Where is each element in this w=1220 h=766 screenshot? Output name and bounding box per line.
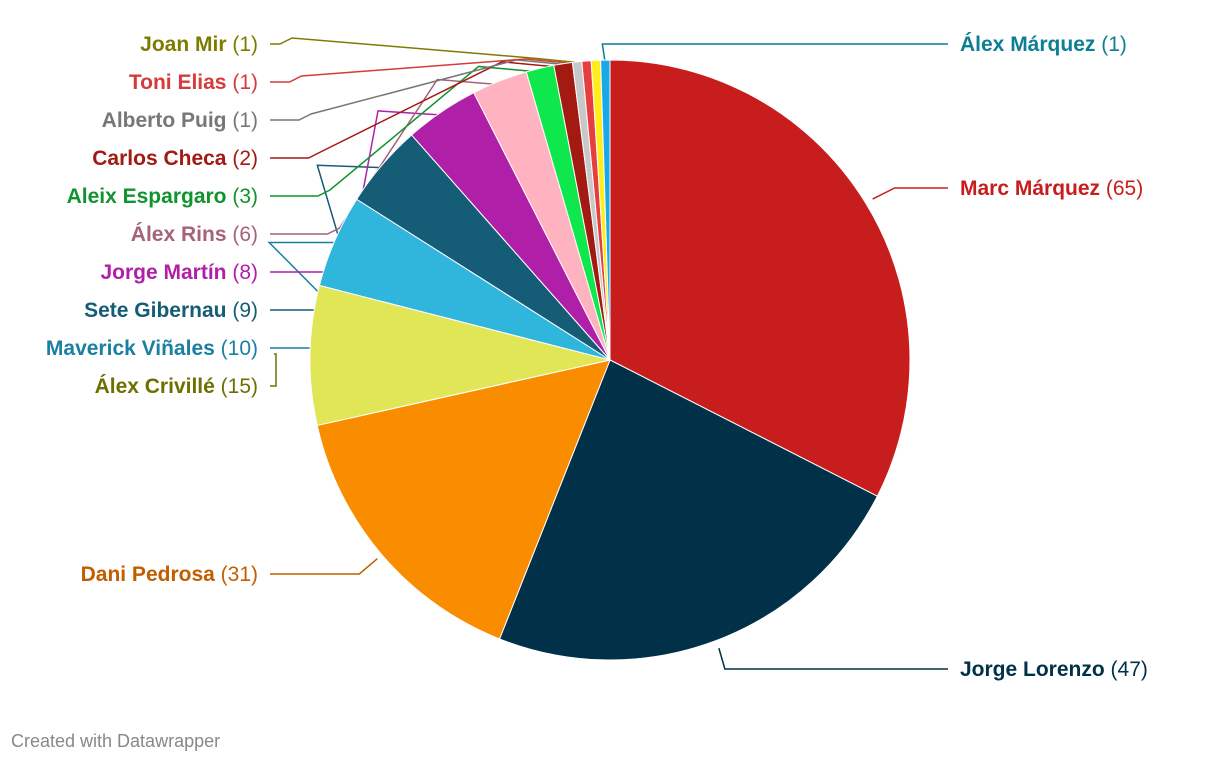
slice-label-value: (9) [227,299,259,322]
connector-alex-criville [270,353,277,387]
slice-label-value: (1) [227,109,259,132]
slice-label-name: Carlos Checa [92,147,227,170]
slice-label-alex-criville: Álex Crivillé (15) [95,375,258,398]
connector-alberto-puig [270,59,578,121]
pie-slice-jorge-lorenzo [498,359,878,661]
slice-label-name: Álex Márquez [960,33,1095,56]
connector-marc-marquez [872,187,948,200]
slice-label-name: Toni Elias [129,71,227,94]
connector-alex-marquez [601,43,948,65]
slice-label-value: (1) [1095,33,1127,56]
slice-label-sete-gibernau: Sete Gibernau (9) [84,299,258,322]
slice-label-name: Jorge Lorenzo [960,658,1105,681]
connector-dani-pedrosa [270,558,378,575]
slice-label-name: Sete Gibernau [84,299,226,322]
slice-label-name: Joan Mir [140,33,226,56]
pie-slices [309,59,911,661]
slice-label-value: (1) [227,71,259,94]
connector-aleix-espargaro [270,65,541,197]
slice-label-value: (2) [227,147,259,170]
slice-label-jorge-martin: Jorge Martín (8) [100,261,258,284]
slice-label-name: Alberto Puig [102,109,227,132]
slice-label-name: Aleix Espargaro [67,185,227,208]
slice-label-value: (8) [227,261,259,284]
slice-label-value: (3) [227,185,259,208]
slice-label-value: (1) [227,33,259,56]
connector-toni-elias [270,58,587,83]
slice-label-value: (6) [227,223,259,246]
slice-label-dani-pedrosa: Dani Pedrosa (31) [81,563,258,586]
slice-label-carlos-checa: Carlos Checa (2) [92,147,258,170]
slice-label-alex-marquez: Álex Márquez (1) [960,33,1127,56]
slice-label-jorge-lorenzo: Jorge Lorenzo (47) [960,658,1148,681]
connector-carlos-checa [270,61,564,159]
pie-slice-marc-marquez [609,59,911,497]
pie-slice-alex-marquez [600,59,611,361]
slice-label-name: Jorge Martín [100,261,226,284]
slice-label-joan-mir: Joan Mir (1) [140,33,258,56]
pie-slice-dani-pedrosa [316,359,611,640]
slice-label-name: Marc Márquez [960,177,1100,200]
slice-label-name: Dani Pedrosa [81,563,216,586]
slice-label-value: (15) [215,375,258,398]
slice-label-toni-elias: Toni Elias (1) [129,71,258,94]
slice-label-alex-rins: Álex Rins (6) [131,223,258,246]
connector-jorge-lorenzo [718,647,948,670]
slice-label-value: (10) [215,337,258,360]
slice-label-value: (31) [215,563,258,586]
pie-slice-alex-criville [309,284,611,427]
slice-label-alberto-puig: Alberto Puig (1) [102,109,258,132]
slice-label-name: Álex Rins [131,223,227,246]
slice-label-name: Maverick Viñales [46,337,215,360]
slice-labels: Marc Márquez (65) Jorge Lorenzo (47) Dani … [46,33,1148,681]
slice-label-name: Álex Crivillé [95,375,215,398]
slice-label-maverick-vinales: Maverick Viñales (10) [46,337,258,360]
connector-joan-mir [270,37,597,66]
slice-label-marc-marquez: Marc Márquez (65) [960,177,1143,200]
credit-note: Created with Datawrapper [11,731,221,751]
connector-alex-rins [270,78,502,235]
slice-label-value: (65) [1100,177,1143,200]
slice-label-aleix-espargaro: Aleix Espargaro (3) [67,185,258,208]
slice-label-value: (47) [1105,658,1148,681]
